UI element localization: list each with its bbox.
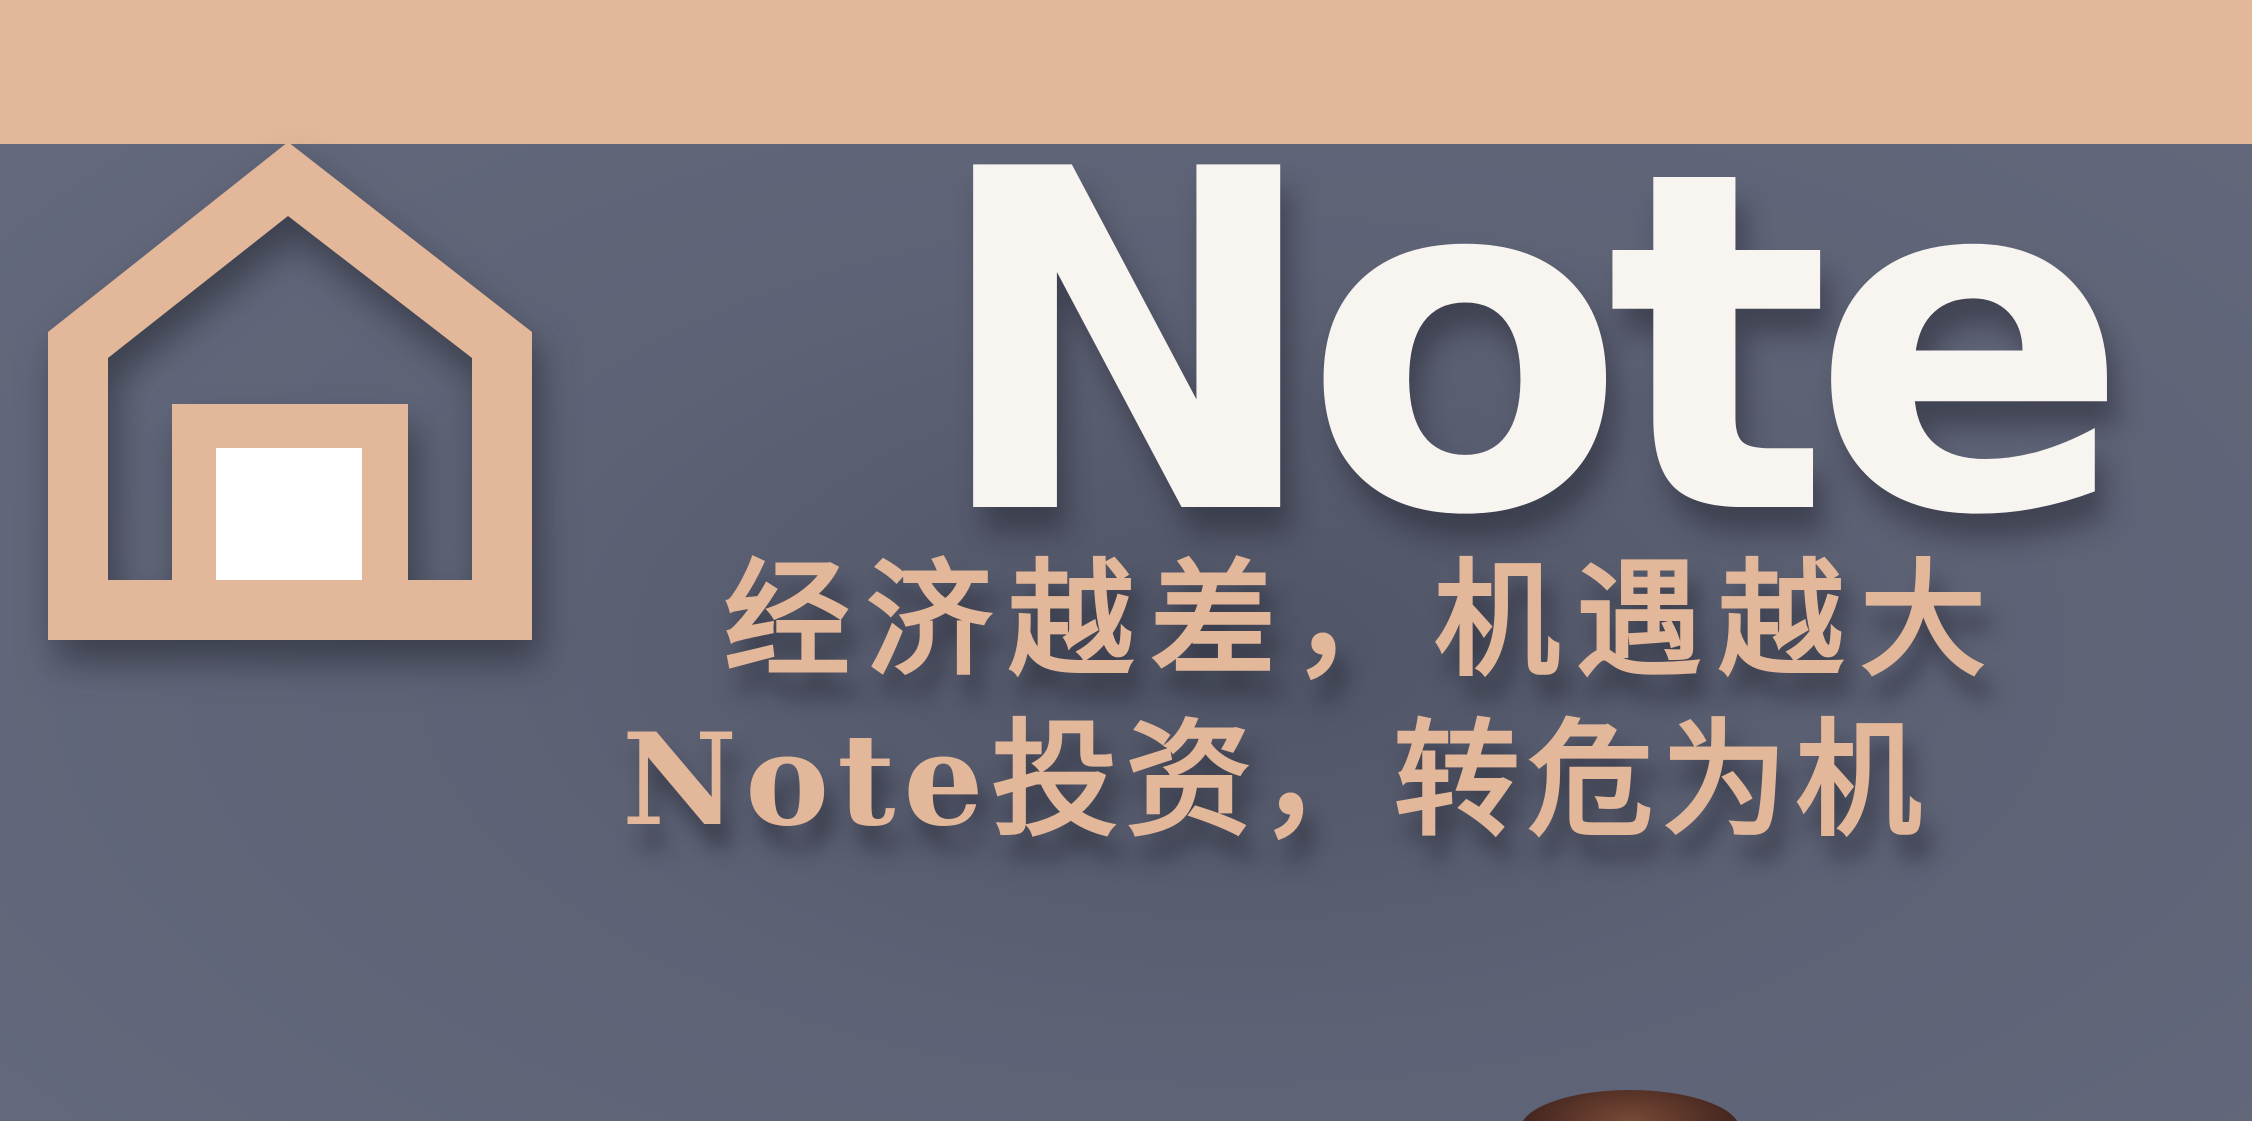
- top-banner-stripe: [0, 0, 2252, 144]
- tagline-line-1: 经济越差，机遇越大: [724, 546, 2002, 694]
- house-window: [216, 448, 362, 580]
- house-icon: [48, 142, 532, 640]
- brand-title: Note: [930, 71, 2130, 618]
- tagline-line-2: Note投资，转危为机: [622, 706, 1930, 854]
- bottom-partial-image: [1520, 1090, 1740, 1121]
